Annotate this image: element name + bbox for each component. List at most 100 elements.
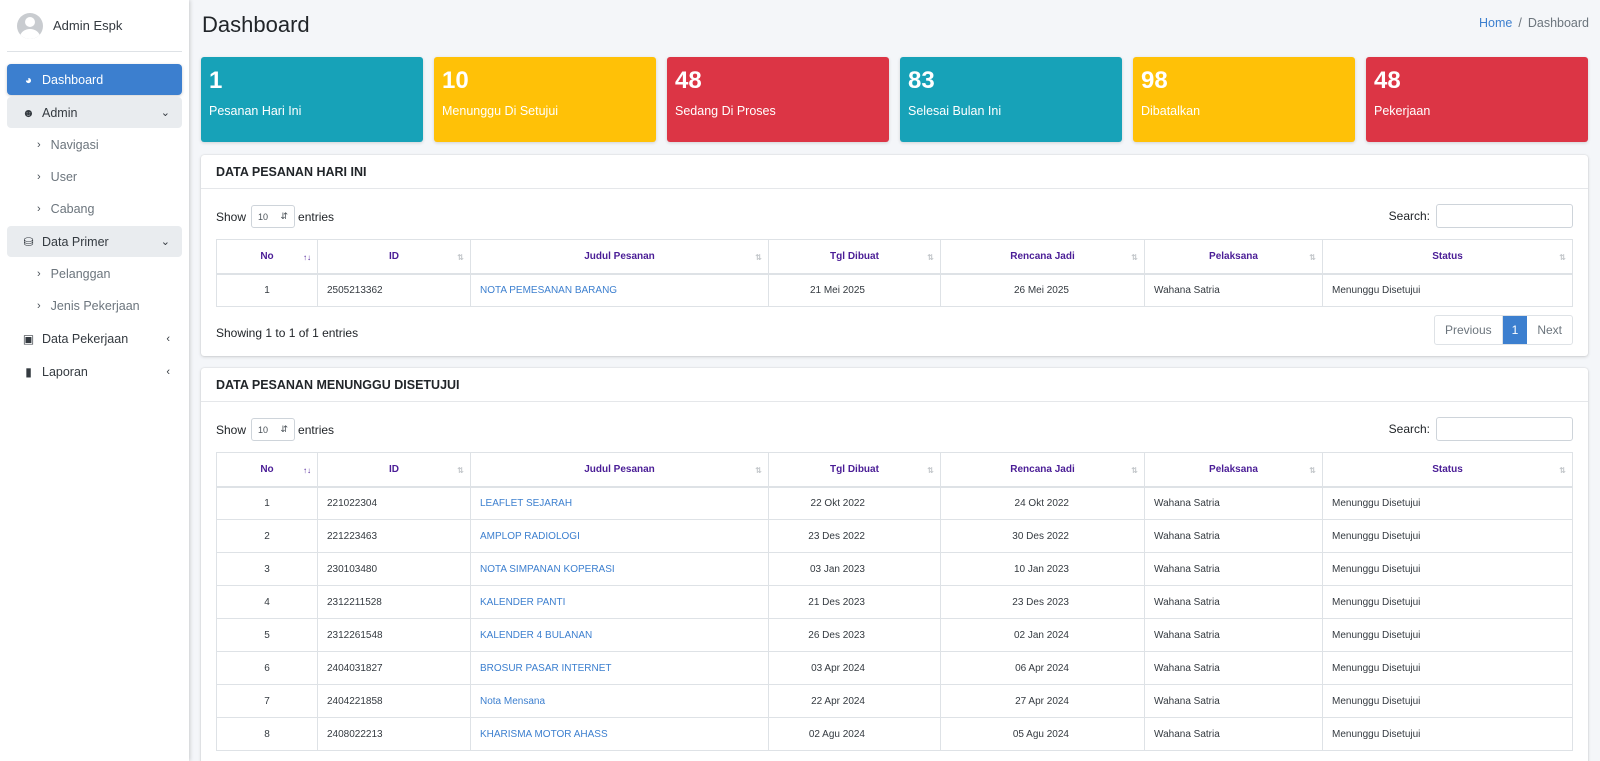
show-label: Show (216, 209, 247, 224)
stat-label: Menunggu Di Setujui (442, 104, 559, 118)
sort-icon: ⇅ (457, 466, 464, 475)
sort-arrows-icon: ⇵ (280, 211, 289, 221)
column-header[interactable]: No ↑↓ (216, 239, 318, 275)
sidebar-item-dashboard[interactable]: ◕ Dashboard (7, 64, 182, 95)
table-cell: 05 Agu 2024 (940, 717, 1145, 751)
page-title: Dashboard (202, 12, 310, 37)
chevron-down-icon: ⌄ (160, 107, 170, 119)
table-cell: Menunggu Disetujui (1322, 486, 1573, 520)
table-row: 1 221022304 LEAFLET SEJARAH 22 Okt 2022 24 O… (216, 486, 1573, 520)
stat-box-pesanan-hari-ini[interactable]: 1 Pesanan Hari Ini (201, 57, 423, 142)
table-cell: 10 Jan 2023 (940, 552, 1145, 586)
table-cell: 21 Mei 2025 (768, 273, 941, 307)
stat-box-dibatalkan[interactable]: 98 Dibatalkan (1133, 57, 1355, 142)
stat-box-selesai-bulan-ini[interactable]: 83 Selesai Bulan Ini (900, 57, 1122, 142)
sidebar-item-label: Navigasi (50, 138, 99, 152)
column-header[interactable]: Status ⇅ (1322, 452, 1573, 488)
order-title-link[interactable]: LEAFLET SEJARAH (470, 486, 769, 520)
column-header[interactable]: Judul Pesanan ⇅ (470, 452, 769, 488)
chevron-left-icon: ‹ (166, 332, 170, 345)
sidebar-item-navigasi[interactable]: › Navigasi (7, 130, 182, 160)
entries-select[interactable]: 10 ⇵ (251, 418, 296, 441)
column-header[interactable]: Judul Pesanan ⇅ (470, 239, 769, 275)
order-title-link[interactable]: BROSUR PASAR INTERNET (470, 651, 769, 685)
users-lock-icon: ☻ (22, 105, 35, 120)
sort-icon: ⇅ (1559, 466, 1566, 475)
sidebar-item-data-primer[interactable]: ⛁ Data Primer ⌄ (7, 226, 182, 257)
table-cell: 5 (216, 618, 318, 652)
chevron-right-icon: › (37, 203, 41, 215)
table-cell: 230103480 (317, 552, 471, 586)
sidebar-item-user[interactable]: › User (7, 162, 182, 192)
database-icon: ⛁ (23, 234, 34, 249)
table-cell: 2312211528 (317, 585, 471, 619)
stat-value: 48 (1374, 67, 1401, 94)
stat-box-sedang-di-proses[interactable]: 48 Sedang Di Proses (667, 57, 889, 142)
column-header[interactable]: No ↑↓ (216, 452, 318, 488)
breadcrumb-home-link[interactable]: Home (1479, 16, 1513, 30)
sidebar-item-data-pekerjaan[interactable]: ▣ Data Pekerjaan ‹ (7, 323, 182, 354)
column-header[interactable]: Pelaksana ⇅ (1144, 239, 1323, 275)
sort-icon: ⇅ (1309, 253, 1316, 262)
next-button[interactable]: Next (1537, 323, 1562, 337)
column-header[interactable]: Tgl Dibuat ⇅ (768, 452, 941, 488)
sidebar-item-label: User (50, 170, 78, 184)
table-body: 1 221022304 LEAFLET SEJARAH 22 Okt 2022 24 O… (216, 486, 1573, 751)
stat-label: Pekerjaan (1374, 104, 1431, 118)
sidebar-item-label: Admin (42, 105, 78, 120)
stat-boxes: 1 Pesanan Hari Ini 10 Menunggu Di Setuju… (201, 57, 1588, 142)
table-cell: 23 Des 2022 (768, 519, 941, 553)
sidebar-item-laporan[interactable]: ▮ Laporan ‹ (7, 356, 182, 387)
entries-label: entries (298, 422, 335, 437)
stat-box-pekerjaan[interactable]: 48 Pekerjaan (1366, 57, 1588, 142)
sidebar-item-pelanggan[interactable]: › Pelanggan (7, 259, 182, 289)
column-header[interactable]: Rencana Jadi ⇅ (940, 239, 1145, 275)
column-header[interactable]: Pelaksana ⇅ (1144, 452, 1323, 488)
previous-button[interactable]: Previous (1435, 316, 1503, 344)
table-cell: 2408022213 (317, 717, 471, 751)
order-title-link[interactable]: KHARISMA MOTOR AHASS (470, 717, 769, 751)
column-header-label: Status (1432, 463, 1463, 475)
table-cell: 1 (216, 486, 318, 520)
sidebar-item-admin[interactable]: ☻ Admin ⌄ (7, 97, 182, 128)
entries-select[interactable]: 10 ⇵ (251, 205, 296, 228)
table-cell: 22 Okt 2022 (768, 486, 941, 520)
column-header-label: No (260, 250, 274, 262)
order-title-link[interactable]: NOTA PEMESANAN BARANG (470, 273, 769, 307)
column-header[interactable]: ID ⇅ (317, 239, 471, 275)
column-header[interactable]: ID ⇅ (317, 452, 471, 488)
table-cell: 3 (216, 552, 318, 586)
column-header[interactable]: Tgl Dibuat ⇅ (768, 239, 941, 275)
sidebar-item-jenis-pekerjaan[interactable]: › Jenis Pekerjaan (7, 291, 182, 321)
search-label: Search: (1388, 209, 1430, 223)
entries-length: Show 10 ⇵ entries (216, 418, 334, 441)
column-header-label: ID (389, 250, 399, 262)
table-cell: 24 Okt 2022 (940, 486, 1145, 520)
table-cell: Menunggu Disetujui (1322, 519, 1573, 553)
table-cell: 26 Mei 2025 (940, 273, 1145, 307)
stat-box-menunggu-di-setujui[interactable]: 10 Menunggu Di Setujui (434, 57, 656, 142)
column-header[interactable]: Status ⇅ (1322, 239, 1573, 275)
sidebar-item-label: Data Pekerjaan (42, 331, 129, 346)
table-header-row: No ↑↓ ID ⇅ Judul Pesanan ⇅ Tgl Dibuat ⇅ Rencana … (216, 239, 1573, 275)
sidebar-item-cabang[interactable]: › Cabang (7, 194, 182, 224)
order-title-link[interactable]: KALENDER 4 BULANAN (470, 618, 769, 652)
table-row: 5 2312261548 KALENDER 4 BULANAN 26 Des 2023… (216, 618, 1573, 652)
order-title-link[interactable]: AMPLOP RADIOLOGI (470, 519, 769, 553)
sort-icon: ⇅ (1559, 253, 1566, 262)
search-input[interactable] (1436, 417, 1573, 441)
chevron-right-icon: › (37, 139, 41, 151)
order-title-link[interactable]: NOTA SIMPANAN KOPERASI (470, 552, 769, 586)
chevron-left-icon: ‹ (166, 365, 170, 378)
column-header[interactable]: Rencana Jadi ⇅ (940, 452, 1145, 488)
sort-arrows-icon: ⇵ (280, 424, 289, 434)
search-input[interactable] (1436, 204, 1573, 228)
table-row: 7 2404221858 Nota Mensana 22 Apr 2024 27 Apr… (216, 684, 1573, 718)
datatable-controls: Show 10 ⇵ entries Search: (201, 189, 1588, 239)
user-name[interactable]: Admin Espk (53, 18, 123, 33)
user-panel[interactable]: Admin Espk (7, 0, 182, 52)
page-1-button[interactable]: 1 (1502, 316, 1528, 344)
sidebar-item-label: Jenis Pekerjaan (50, 299, 140, 313)
order-title-link[interactable]: Nota Mensana (470, 684, 769, 718)
order-title-link[interactable]: KALENDER PANTI (470, 585, 769, 619)
